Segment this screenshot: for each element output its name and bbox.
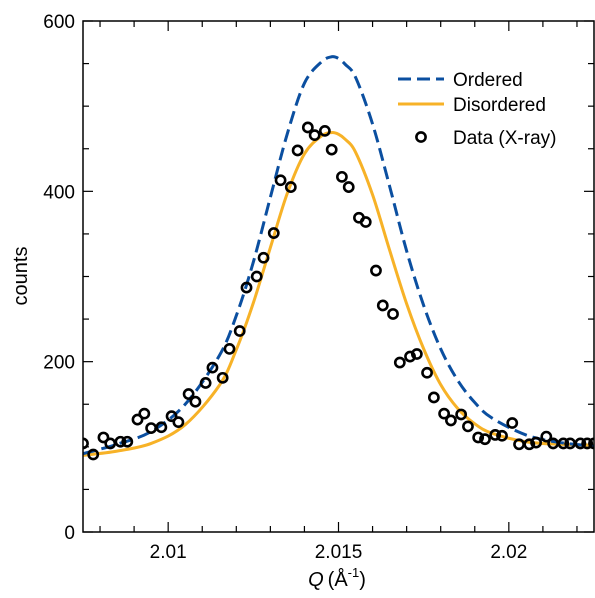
x-axis-label-symbol: Q [308,569,324,591]
data-point [138,407,151,420]
x-axis-ticks: 2.01 2.015 2.02 [99,21,578,563]
data-point [182,388,195,400]
data-point [342,181,355,193]
data-point [206,361,219,374]
x-tick-label: 2.01 [150,542,187,563]
data-point [172,416,185,429]
data-point [427,391,440,404]
data-point [438,407,451,420]
legend-ordered-label: Ordered [453,70,523,91]
data-point [370,264,382,277]
x-axis-label-close: ) [359,569,366,591]
data-point [216,371,229,384]
data-point [489,429,502,441]
y-axis-label: counts [10,247,32,306]
x-tick-label: 2.015 [315,542,363,563]
y-tick-label: 400 [43,182,75,203]
x-axis-label-exponent: -1 [348,565,360,580]
data-point [376,299,389,312]
data-point [523,438,536,451]
x-axis-label-unit: (Å [328,568,349,591]
data-point [404,350,416,363]
data-point [574,437,587,450]
ordered-series-line [83,55,594,456]
data-point [318,124,331,137]
data-point [121,435,134,448]
data-point [462,420,474,433]
data-point [267,227,280,239]
data-point [325,143,338,156]
data-point [189,395,202,408]
data-point [131,413,144,426]
data-point [250,270,263,283]
data-point [445,414,457,427]
data-point [233,325,246,337]
data-point [97,431,110,444]
data-point [308,129,321,142]
data-point [496,429,508,442]
y-tick-label: 0 [64,523,75,544]
x-axis-label: Q (Å-1) [308,565,366,591]
plot-frame [82,20,595,533]
data-point [588,437,594,450]
legend-data-label: Data (X-ray) [453,128,556,149]
data-point [557,437,570,450]
data-point [479,433,491,446]
data-point [274,174,287,187]
data-point [472,431,485,444]
y-tick-label: 200 [43,353,75,374]
plot-series [83,55,594,461]
data-point [530,436,542,449]
legend: Ordered Disordered Data (X-ray) [398,70,556,149]
data-point [165,410,178,423]
data-point [455,408,468,421]
data-point [506,417,519,429]
data-point [387,308,399,320]
data-point [114,435,127,448]
data-point [336,170,348,183]
data-point [223,342,236,355]
legend-data-marker [415,131,427,143]
legend-disordered-label: Disordered [453,95,546,116]
data-point [393,356,406,369]
data-point [257,251,270,264]
data-point [359,216,372,228]
data-point [301,121,314,134]
x-tick-label: 2.02 [490,542,527,563]
data-point [581,437,594,450]
data-point [421,366,433,379]
data-point [87,448,100,461]
data-point [540,430,553,443]
data-point [155,421,168,434]
data-point [410,348,423,360]
y-tick-label: 600 [43,12,75,33]
data-point [240,281,253,294]
data-point [284,181,297,193]
y-axis-ticks: 0 200 400 600 [43,12,594,544]
data-point [199,377,212,389]
data-point [291,144,304,157]
